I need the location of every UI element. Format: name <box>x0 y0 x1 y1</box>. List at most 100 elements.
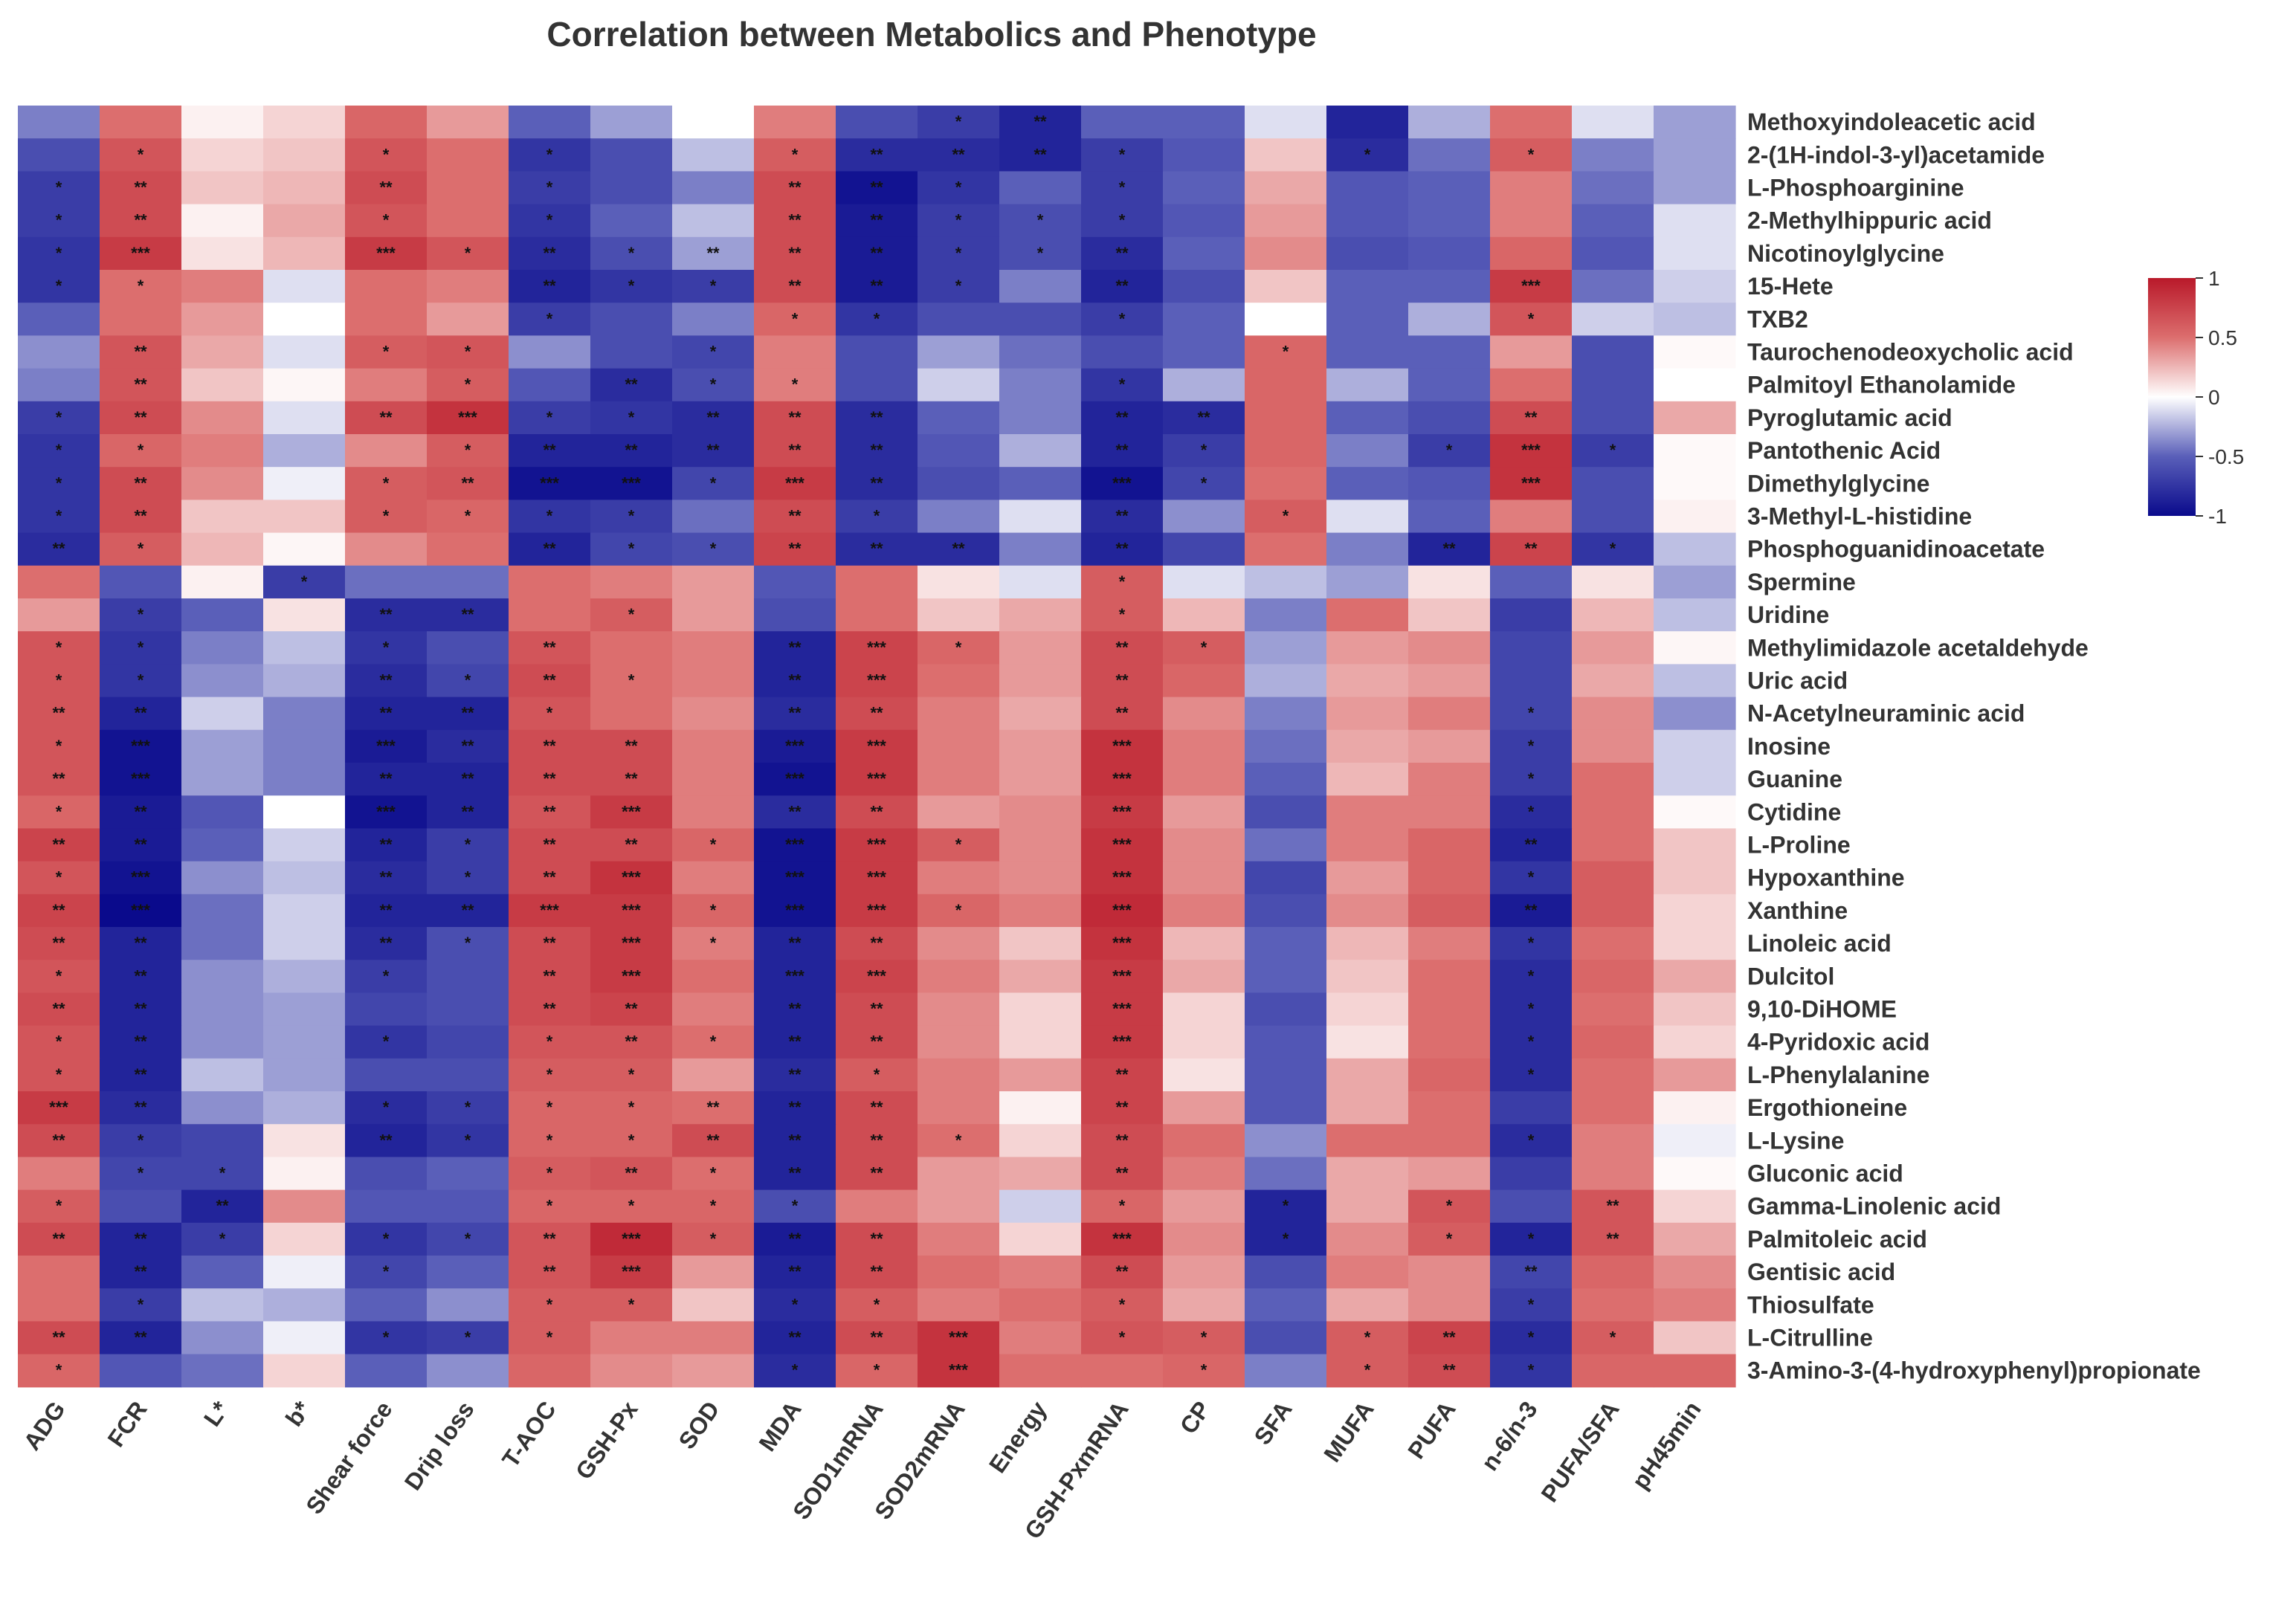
heatmap-cell <box>1490 236 1573 271</box>
heatmap-cell <box>1081 664 1164 698</box>
heatmap-cell <box>18 1222 100 1256</box>
heatmap-cell <box>1654 861 1736 895</box>
heatmap-cell <box>918 1124 1000 1157</box>
heatmap-cell <box>590 532 673 566</box>
heatmap-cell <box>100 1288 182 1322</box>
heatmap-cell <box>999 1256 1082 1289</box>
heatmap-cell <box>509 1222 591 1256</box>
heatmap-cell <box>509 1321 591 1355</box>
significance-marker: ** <box>1115 1262 1129 1281</box>
row-label: TXB2 <box>1747 306 1808 332</box>
significance-marker: ** <box>543 244 556 262</box>
heatmap-cell <box>18 828 100 862</box>
heatmap-cell <box>999 1321 1082 1355</box>
significance-marker: ** <box>788 1033 802 1051</box>
heatmap-cell <box>754 1222 836 1256</box>
heatmap-cell <box>100 598 182 632</box>
heatmap-cell <box>509 1025 591 1059</box>
heatmap-cell <box>345 204 428 238</box>
heatmap-cell <box>999 1354 1082 1388</box>
significance-marker: ** <box>1115 540 1129 558</box>
heatmap-cell <box>1326 992 1409 1027</box>
heatmap-cell <box>100 467 182 500</box>
significance-marker: ** <box>1524 408 1538 427</box>
heatmap-cell <box>263 1157 346 1191</box>
heatmap-cell <box>1490 894 1573 928</box>
heatmap-cell <box>1163 467 1245 500</box>
significance-marker: *** <box>540 474 559 492</box>
heatmap-cell <box>1245 532 1327 566</box>
heatmap-cell <box>345 1256 428 1289</box>
heatmap-cell <box>1408 565 1491 599</box>
significance-marker: * <box>383 1230 390 1248</box>
significance-marker: ** <box>870 277 883 295</box>
heatmap-cell <box>1490 401 1573 435</box>
heatmap-cell <box>836 368 918 402</box>
significance-marker: ** <box>52 901 65 920</box>
heatmap-cell <box>1163 828 1245 862</box>
heatmap-cell <box>672 106 755 139</box>
colorbar-gradient <box>2148 278 2196 516</box>
heatmap-cell <box>1245 467 1327 500</box>
heatmap-cell <box>1326 500 1409 534</box>
significance-marker: *** <box>458 408 477 427</box>
significance-marker: ** <box>134 507 147 526</box>
significance-marker: * <box>1446 1197 1453 1215</box>
heatmap-cell <box>1081 1058 1164 1092</box>
heatmap-cell <box>509 631 591 665</box>
heatmap-cell <box>836 401 918 435</box>
heatmap-cell <box>1490 763 1573 796</box>
heatmap-cell <box>345 631 428 665</box>
heatmap-cell <box>18 500 100 534</box>
heatmap-cell <box>672 1288 755 1322</box>
significance-marker: *** <box>949 1361 968 1380</box>
significance-marker: ** <box>134 1328 147 1347</box>
heatmap-cell <box>836 270 918 303</box>
heatmap-cell <box>999 106 1082 139</box>
heatmap-cell <box>672 992 755 1027</box>
significance-marker: ** <box>1115 638 1129 656</box>
heatmap-cell <box>836 434 918 468</box>
heatmap-cell <box>509 467 591 500</box>
heatmap-cell <box>1572 303 1654 336</box>
heatmap-cell <box>999 171 1082 205</box>
heatmap-cell <box>509 401 591 435</box>
heatmap-cell <box>918 664 1000 698</box>
heatmap-cell <box>181 1288 264 1322</box>
heatmap-cell <box>100 1091 182 1125</box>
heatmap-cell <box>1245 664 1327 698</box>
heatmap-cell <box>1408 467 1491 500</box>
heatmap-cell <box>918 927 1000 960</box>
heatmap-cell <box>427 236 509 271</box>
row-label: Uridine <box>1747 601 1829 628</box>
heatmap-cell <box>263 171 346 205</box>
heatmap-cell <box>1326 960 1409 993</box>
significance-marker: *** <box>785 769 804 788</box>
heatmap-cell <box>1163 401 1245 435</box>
significance-marker: *** <box>622 802 641 821</box>
heatmap-cell <box>836 861 918 895</box>
heatmap-cell <box>18 729 100 763</box>
heatmap-cell <box>590 1025 673 1059</box>
heatmap-cell <box>345 729 428 763</box>
heatmap-cell <box>754 467 836 500</box>
significance-marker: * <box>1610 1328 1616 1347</box>
row-label: N-Acetylneuraminic acid <box>1747 700 2025 727</box>
heatmap-cell <box>1572 467 1654 500</box>
heatmap-cell <box>1245 763 1327 796</box>
significance-marker: * <box>465 934 471 952</box>
heatmap-cell <box>836 1124 918 1157</box>
row-label: 3-Amino-3-(4-hydroxyphenyl)propionate <box>1747 1357 2201 1384</box>
significance-marker: *** <box>1112 769 1132 788</box>
significance-marker: * <box>465 1230 471 1248</box>
row-label: Xanthine <box>1747 897 1848 924</box>
heatmap-cell <box>1245 270 1327 303</box>
heatmap-cell <box>1654 1222 1736 1256</box>
heatmap-cell <box>1245 204 1327 238</box>
heatmap-cell <box>754 434 836 468</box>
heatmap-cell <box>918 1222 1000 1256</box>
heatmap-cell <box>1326 1288 1409 1322</box>
row-label: Dulcitol <box>1747 963 1834 989</box>
heatmap-cell <box>999 1157 1082 1191</box>
heatmap-cell <box>181 1157 264 1191</box>
